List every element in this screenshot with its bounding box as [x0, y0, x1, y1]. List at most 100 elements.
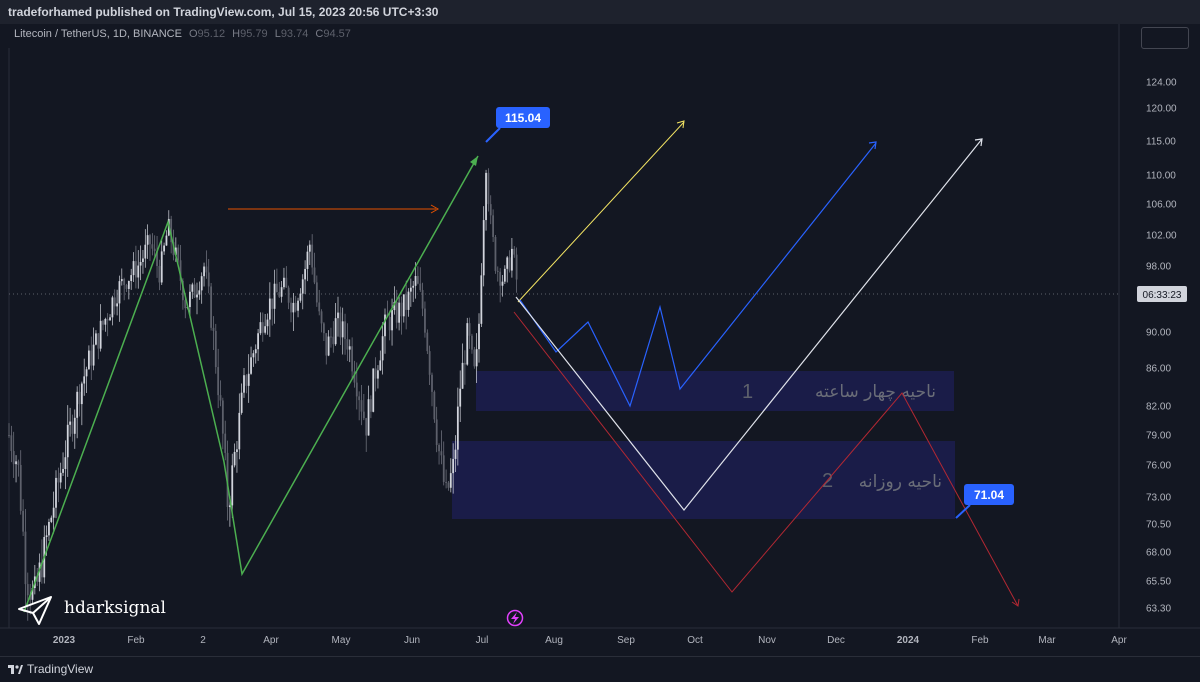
candle [360, 385, 363, 426]
symbol-title[interactable]: Litecoin / TetherUS, 1D, BINANCE [14, 28, 182, 40]
candle [431, 372, 433, 407]
candle [10, 425, 13, 463]
current-price-badge-text: 06:33:23 [1143, 290, 1182, 301]
candle [407, 288, 410, 317]
candle [200, 272, 203, 304]
candle [440, 430, 443, 465]
candle [301, 274, 304, 310]
candle [485, 169, 487, 231]
footer: TradingView [0, 656, 1200, 682]
price-tick-label: 120.00 [1146, 104, 1177, 115]
candle [189, 284, 191, 318]
candle [109, 314, 111, 321]
watermark-text: hdarksignal [64, 598, 166, 618]
high-value: 95.79 [240, 28, 268, 40]
candle [203, 262, 205, 287]
zone-daily [452, 441, 955, 519]
candle [496, 266, 499, 282]
candle [22, 499, 24, 536]
candle [313, 252, 316, 285]
candle [428, 345, 431, 385]
time-tick-label: Mar [1038, 635, 1056, 646]
candle [135, 245, 137, 289]
candle [250, 346, 252, 375]
candle [160, 240, 163, 286]
candle [511, 237, 513, 278]
time-tick-label: Feb [971, 635, 989, 646]
zone-4h-number: 1 [742, 381, 753, 403]
candle [287, 285, 290, 310]
time-tick-label: May [332, 635, 351, 646]
candle [97, 332, 100, 360]
candle [402, 294, 405, 323]
chart-control-box[interactable] [1141, 27, 1189, 49]
target-callout [964, 484, 1014, 505]
candle [489, 195, 492, 225]
candle [315, 275, 318, 307]
candle [499, 268, 502, 303]
candle [346, 323, 349, 361]
candle [95, 330, 97, 346]
time-tick-label: Aug [545, 635, 563, 646]
candle [50, 515, 53, 524]
candle [351, 337, 353, 380]
candle [384, 308, 386, 354]
candle [513, 246, 516, 258]
candle [104, 317, 107, 332]
candle [456, 387, 459, 466]
time-tick-label: Dec [827, 635, 845, 646]
price-tick-label: 73.00 [1146, 493, 1171, 504]
candle [323, 322, 325, 342]
price-chart[interactable]: 1 ناحیه چهار ساعته 2 ناحیه روزانه 115.04… [0, 0, 1200, 656]
candle [224, 420, 227, 461]
tradingview-brand[interactable]: TradingView [8, 662, 93, 676]
candle [506, 255, 509, 283]
price-scale: 124.00 120.00 115.00 110.00 106.00 102.00 98.0… [1146, 78, 1177, 615]
candle [15, 455, 17, 483]
price-tick-label: 102.00 [1146, 231, 1177, 242]
candle [83, 358, 86, 396]
time-tick-label: 2 [200, 635, 206, 646]
candle [482, 206, 485, 287]
candle [271, 298, 274, 326]
zone-daily-number: 2 [822, 470, 833, 492]
candle [259, 312, 262, 336]
target-callout-text: 71.04 [974, 488, 1004, 502]
candle [442, 441, 445, 486]
time-scale: 2023 Feb 2 Apr May Jun Jul Aug Sep Oct Nov Dec 2024 F… [53, 635, 1128, 646]
telegram-icon [18, 596, 52, 625]
zone-4h [476, 371, 954, 411]
candle [280, 281, 283, 303]
price-tick-label: 68.00 [1146, 548, 1171, 559]
candle [55, 470, 57, 519]
candle [130, 268, 133, 290]
candle [88, 345, 90, 370]
candle [158, 259, 161, 291]
candle [257, 328, 259, 361]
candle [468, 317, 471, 349]
price-tick-label: 76.00 [1146, 461, 1171, 472]
candle [461, 343, 464, 389]
price-tick-label: 65.50 [1146, 577, 1171, 588]
candle [494, 234, 497, 274]
time-tick-label: Nov [758, 635, 776, 646]
price-tick-label: 90.00 [1146, 328, 1171, 339]
price-tick-label: 82.00 [1146, 402, 1171, 413]
low-value: 93.74 [280, 28, 309, 40]
candle [212, 316, 215, 351]
candle [334, 302, 337, 346]
lightning-icon [506, 609, 524, 627]
candle [207, 258, 210, 294]
time-tick-label: Jun [404, 635, 420, 646]
price-tick-label: 86.00 [1146, 364, 1171, 375]
candle [332, 321, 335, 353]
candle [111, 295, 114, 326]
candle [337, 296, 339, 337]
yellow-arrow [517, 121, 685, 303]
candle [377, 365, 379, 389]
candle [367, 385, 370, 436]
candle [445, 469, 447, 489]
candle [163, 242, 165, 255]
candle [99, 304, 102, 352]
candle [466, 317, 469, 366]
